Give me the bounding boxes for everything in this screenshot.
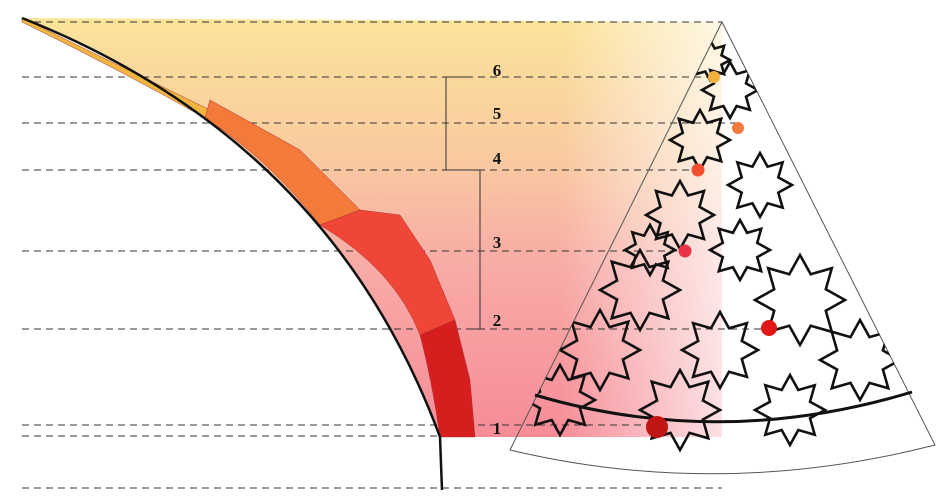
star-motif	[752, 252, 848, 348]
star-motif	[699, 59, 761, 121]
brackets	[445, 76, 481, 330]
dots	[646, 71, 777, 438]
layer-label: 6	[493, 61, 502, 80]
star-motif	[707, 217, 773, 283]
dashed-guides	[22, 21, 769, 489]
planet-surface	[21, 16, 444, 491]
star-motif	[752, 372, 828, 448]
star-motif	[637, 367, 723, 453]
star-motif	[679, 309, 761, 391]
star-motif	[643, 178, 717, 252]
layer-label: 1	[493, 419, 502, 438]
layer-label: 5	[493, 104, 502, 123]
star-motif	[817, 317, 903, 403]
star-motif	[622, 222, 678, 278]
layer-label: 4	[493, 149, 502, 168]
star-motif	[667, 107, 733, 173]
layer-label: 2	[493, 311, 502, 330]
layer-label: 3	[493, 233, 502, 252]
star-motif	[725, 150, 795, 220]
layer-bars	[21, 17, 476, 438]
star-motif	[557, 307, 643, 393]
